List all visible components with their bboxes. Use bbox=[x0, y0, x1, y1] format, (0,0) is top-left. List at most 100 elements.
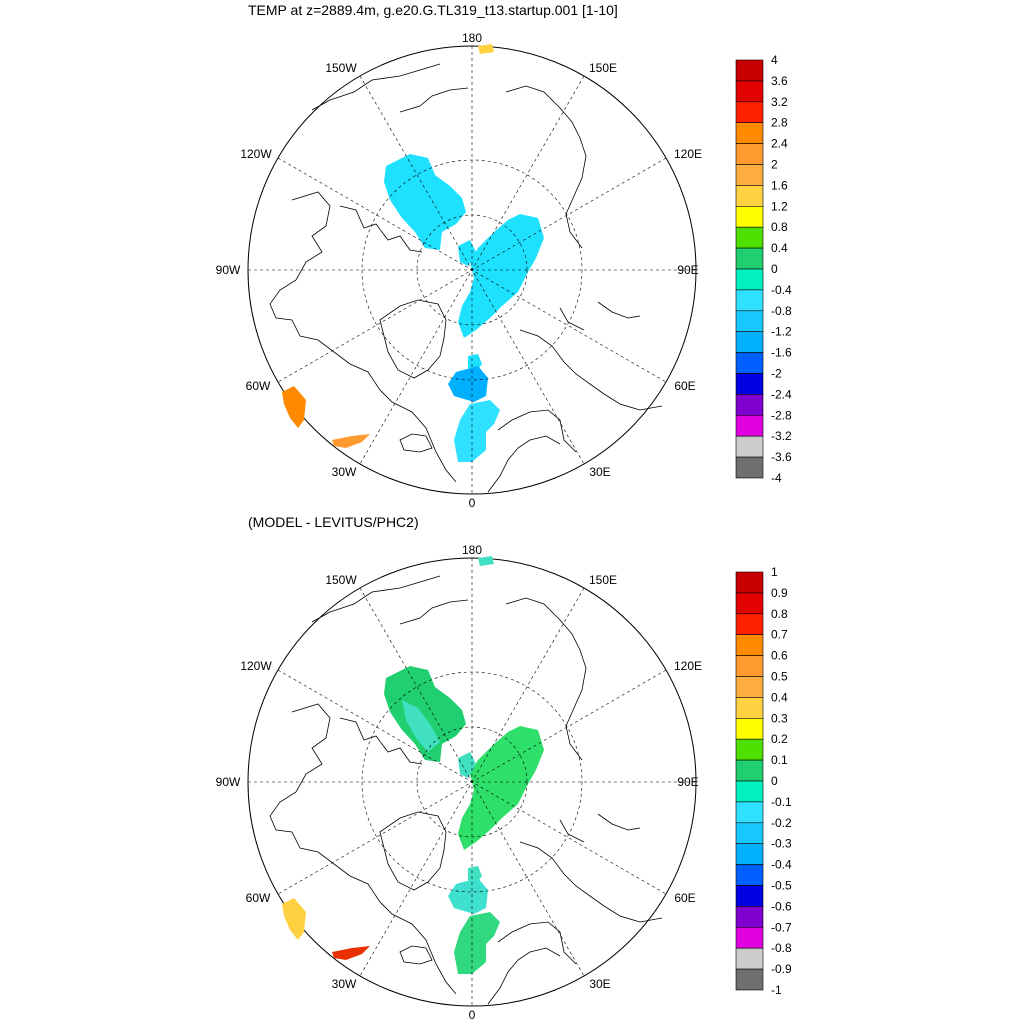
field-bering bbox=[478, 44, 494, 54]
colorbar-swatch bbox=[735, 634, 764, 656]
colorbar-swatch bbox=[735, 885, 764, 907]
colorbar-tick-label: -2.4 bbox=[771, 387, 792, 401]
panel-temperature: TEMP at z=2889.4m, g.e20.G.TL319_t13.sta… bbox=[216, 2, 792, 510]
colorbar-tick-label: -4 bbox=[771, 471, 782, 485]
colorbar-tick-label: 0.2 bbox=[771, 732, 788, 746]
colorbar-swatch bbox=[735, 906, 764, 928]
field-eurasian-basin bbox=[458, 214, 544, 338]
colorbar-swatch bbox=[735, 947, 764, 970]
lon-label-180: 180 bbox=[462, 543, 482, 557]
colorbar-tick-label: 0.6 bbox=[771, 649, 788, 663]
colorbar-swatch bbox=[735, 59, 764, 82]
field-canada-basin-inner bbox=[402, 700, 440, 752]
colorbar-tick-label: 0.7 bbox=[771, 628, 788, 642]
colorbar-swatch bbox=[735, 926, 764, 949]
colorbar-swatch bbox=[735, 226, 764, 249]
colorbar-tick-label: -0.8 bbox=[771, 304, 792, 318]
colorbar-tick-label: 1.2 bbox=[771, 199, 788, 213]
panel-title: (MODEL - LEVITUS/PHC2) bbox=[248, 514, 419, 530]
colorbar-tick-label: 0 bbox=[771, 774, 778, 788]
colorbar-tick-label: 0.5 bbox=[771, 670, 788, 684]
colorbar-tick-label: -0.4 bbox=[771, 283, 792, 297]
colorbar-swatch bbox=[735, 185, 764, 207]
lon-label-180: 180 bbox=[462, 31, 482, 45]
colorbar-tick-label: -0.3 bbox=[771, 837, 792, 851]
colorbar-swatch bbox=[735, 759, 764, 782]
temperature-field bbox=[282, 44, 544, 462]
colorbar-swatch bbox=[735, 676, 764, 698]
field-bering bbox=[478, 556, 494, 566]
lon-label-90w: 90W bbox=[216, 775, 241, 789]
colorbar-swatch bbox=[735, 738, 764, 761]
panel-model-minus-levitus: (MODEL - LEVITUS/PHC2) bbox=[216, 514, 792, 1022]
field-greenland-sea bbox=[448, 878, 488, 914]
field-irminger bbox=[282, 898, 306, 940]
colorbar-tick-label: 0.3 bbox=[771, 711, 788, 725]
field-canada-basin bbox=[384, 154, 466, 250]
colorbar-swatch bbox=[735, 822, 764, 844]
colorbar-tick-label: -0.4 bbox=[771, 858, 792, 872]
colorbar-swatch bbox=[735, 717, 764, 740]
field-irminger bbox=[282, 386, 306, 428]
polar-map: 180 150E 120E 90E 60E 30E 0 30W 60W 90W … bbox=[216, 543, 702, 1022]
colorbar-tick-label: 1 bbox=[771, 565, 778, 579]
colorbar-swatch bbox=[735, 435, 764, 458]
colorbar-tick-label: -2 bbox=[771, 367, 782, 381]
colorbar-swatch bbox=[735, 801, 764, 824]
coastlines bbox=[269, 63, 663, 493]
lon-label-120e: 120E bbox=[674, 659, 702, 673]
colorbar-swatch bbox=[735, 122, 764, 144]
colorbar-tick-label: -0.1 bbox=[771, 795, 792, 809]
colorbar-swatch bbox=[735, 80, 764, 103]
colorbar-tick-label: 3.6 bbox=[771, 74, 788, 88]
colorbar-tick-label: 0 bbox=[771, 262, 778, 276]
colorbar-swatch bbox=[735, 394, 764, 416]
colorbar-swatch bbox=[735, 268, 764, 291]
colorbar-tick-label: -0.6 bbox=[771, 899, 792, 913]
colorbar-swatch bbox=[735, 331, 764, 353]
lon-label-150e: 150E bbox=[589, 61, 617, 75]
colorbar-swatch bbox=[735, 164, 764, 186]
colorbar-tick-label: 2.4 bbox=[771, 137, 788, 151]
graticule bbox=[248, 46, 696, 494]
colorbar-swatch bbox=[735, 352, 764, 374]
lon-label-0: 0 bbox=[469, 496, 476, 510]
colorbar-tick-label: 2 bbox=[771, 158, 778, 172]
lon-label-30w: 30W bbox=[332, 465, 357, 479]
lon-label-30e: 30E bbox=[589, 465, 610, 479]
colorbar-swatch bbox=[735, 968, 764, 991]
lon-label-0: 0 bbox=[469, 1008, 476, 1022]
colorbar: 4 3.6 3.2 2.8 2.4 2 1.6 1.2 0.8 0.4 0 -0.4 -0.8 -1.2 -… bbox=[735, 53, 792, 485]
colorbar-tick-label: -2.8 bbox=[771, 408, 792, 422]
colorbar-swatch bbox=[735, 613, 764, 635]
lon-label-60e: 60E bbox=[674, 379, 695, 393]
lon-label-90e: 90E bbox=[677, 263, 698, 277]
colorbar-swatch bbox=[735, 697, 764, 719]
colorbar: 1 0.9 0.8 0.7 0.6 0.5 0.4 0.3 0.2 0.1 0 -0.1 -0.2 -0.… bbox=[735, 565, 792, 997]
polar-map: 180 150E 120E 90E 60E 30E 0 30W 60W 90W … bbox=[216, 31, 702, 510]
colorbar-swatch bbox=[735, 143, 764, 165]
graticule bbox=[248, 558, 696, 1006]
colorbar-tick-label: -1 bbox=[771, 983, 782, 997]
lon-label-30w: 30W bbox=[332, 977, 357, 991]
colorbar-swatch bbox=[735, 414, 764, 437]
field-iceland-basin bbox=[332, 434, 370, 448]
colorbar-tick-label: 0.4 bbox=[771, 241, 788, 255]
colorbar-swatch bbox=[735, 206, 764, 228]
difference-field bbox=[282, 556, 544, 974]
colorbar-tick-label: -0.8 bbox=[771, 941, 792, 955]
lon-label-120w: 120W bbox=[240, 147, 272, 161]
lon-label-150w: 150W bbox=[325, 61, 357, 75]
lon-label-60e: 60E bbox=[674, 891, 695, 905]
colorbar-tick-label: -0.5 bbox=[771, 879, 792, 893]
lon-label-150w: 150W bbox=[325, 573, 357, 587]
lon-label-90e: 90E bbox=[677, 775, 698, 789]
longitude-labels: 180 150E 120E 90E 60E 30E 0 30W 60W 90W … bbox=[216, 543, 702, 1022]
colorbar-tick-label: -0.7 bbox=[771, 920, 792, 934]
colorbar-swatch bbox=[735, 456, 764, 479]
lon-label-120e: 120E bbox=[674, 147, 702, 161]
colorbar-swatch bbox=[735, 310, 764, 332]
colorbar-swatch bbox=[735, 843, 764, 865]
colorbar-swatch bbox=[735, 571, 764, 594]
